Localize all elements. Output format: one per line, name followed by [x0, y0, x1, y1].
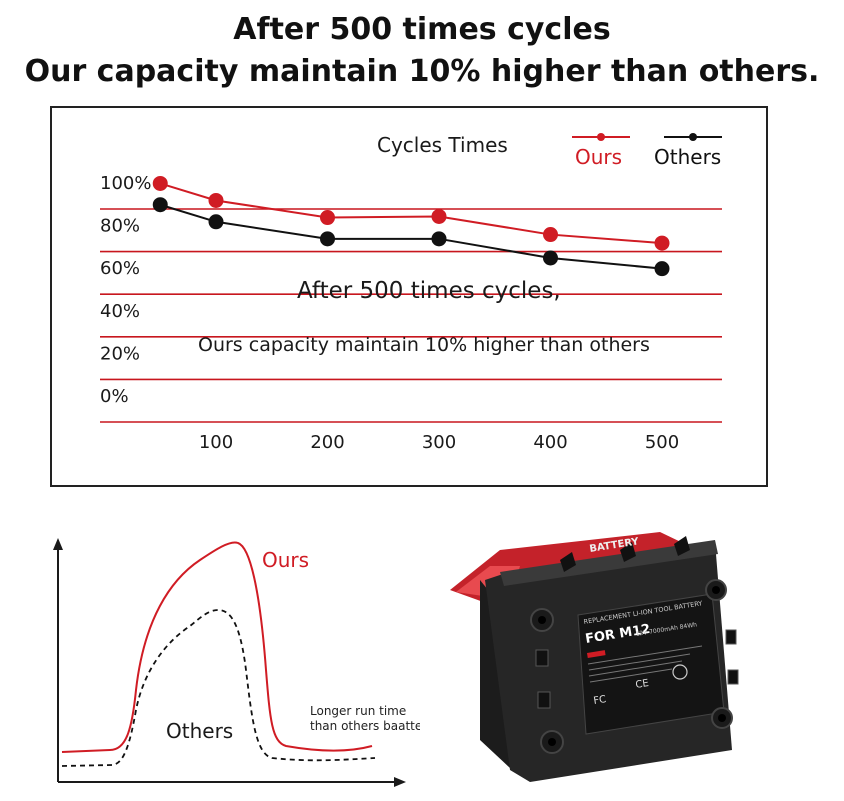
x-tick-label: 300 — [422, 432, 456, 453]
chart-annotation-1: After 500 times cycles, — [297, 278, 561, 304]
data-point-others — [152, 197, 168, 213]
y-tick-label: 60% — [100, 258, 140, 279]
chart-title: Cycles Times — [377, 133, 508, 157]
y-axis-arrow — [53, 538, 63, 550]
series-layer — [152, 175, 670, 277]
legend-ours-marker — [597, 133, 605, 141]
battery-rail-1 — [560, 552, 576, 572]
x-tick-labels: 100 200 300 400 500 — [199, 432, 679, 453]
vent-slot — [537, 691, 551, 709]
data-point-ours — [152, 175, 168, 191]
screw-icon — [538, 616, 546, 624]
legend: Ours Others — [572, 133, 722, 169]
runtime-annotation-line-2: than others baattery — [310, 719, 420, 733]
x-tick-label: 200 — [310, 432, 344, 453]
data-point-ours — [208, 192, 224, 208]
ours-curve-label: Ours — [262, 548, 309, 572]
y-tick-labels: 100% 80% 60% 40% 20% 0% — [100, 173, 151, 407]
data-point-others — [208, 214, 224, 230]
y-tick-label: 80% — [100, 216, 140, 237]
series-line-others — [159, 203, 663, 270]
data-point-others — [431, 231, 447, 247]
vent-slot — [727, 669, 739, 685]
label-recycle-icon — [672, 664, 688, 680]
others-curve — [61, 609, 376, 767]
data-point-ours — [654, 235, 670, 251]
battery-bottom-rim — [500, 540, 718, 586]
x-tick-label: 500 — [645, 432, 679, 453]
runtime-annotation-line-1: Longer run time — [310, 704, 406, 718]
cycle-chart-frame: 100% 80% 60% 40% 20% 0% 100 200 300 400 500 Cycle… — [50, 106, 768, 487]
screw-icon — [548, 738, 556, 746]
x-tick-label: 100 — [199, 432, 233, 453]
battery-product-image: BATTERY REPLACEMENT LI-ION TOOL BATTERY … — [450, 532, 739, 782]
y-tick-label: 20% — [100, 343, 140, 364]
runtime-curve-chart: Ours Others Longer run time than others … — [53, 538, 420, 787]
series-line-ours — [159, 182, 663, 245]
cycle-chart: 100% 80% 60% 40% 20% 0% 100 200 300 400 500 Cycle… — [100, 133, 722, 453]
headline-line-2: Our capacity maintain 10% higher than ot… — [24, 54, 820, 89]
label-fine-print — [587, 645, 703, 683]
y-tick-label: 0% — [100, 386, 129, 407]
data-point-ours — [320, 210, 335, 226]
vent-slot — [725, 629, 737, 645]
battery-rail-3 — [674, 536, 690, 556]
legend-ours-label: Ours — [575, 145, 622, 169]
legend-others-label: Others — [654, 145, 721, 169]
x-tick-label: 400 — [533, 432, 567, 453]
grid-lines — [100, 208, 722, 423]
battery-rail-2 — [620, 542, 636, 562]
data-point-others — [654, 261, 670, 277]
y-tick-label: 100% — [100, 173, 151, 194]
y-tick-label: 40% — [100, 301, 140, 322]
label-warning-badge — [587, 650, 606, 658]
label-cert-fc: FC — [593, 694, 607, 707]
data-point-others — [320, 231, 335, 247]
data-point-others — [543, 250, 558, 266]
screw-icon — [712, 586, 720, 594]
headline-line-1: After 500 times cycles — [233, 12, 611, 47]
data-point-ours — [543, 227, 558, 243]
chart-annotation-2: Ours capacity maintain 10% higher than o… — [198, 334, 650, 356]
legend-others-marker — [689, 133, 697, 141]
label-cert-ce: CE — [635, 678, 650, 691]
vent-slot — [535, 649, 549, 667]
x-axis-arrow — [394, 777, 406, 787]
others-curve-label: Others — [166, 719, 233, 743]
ours-curve — [61, 541, 373, 753]
screw-icon — [718, 714, 726, 722]
data-point-ours — [431, 208, 447, 224]
